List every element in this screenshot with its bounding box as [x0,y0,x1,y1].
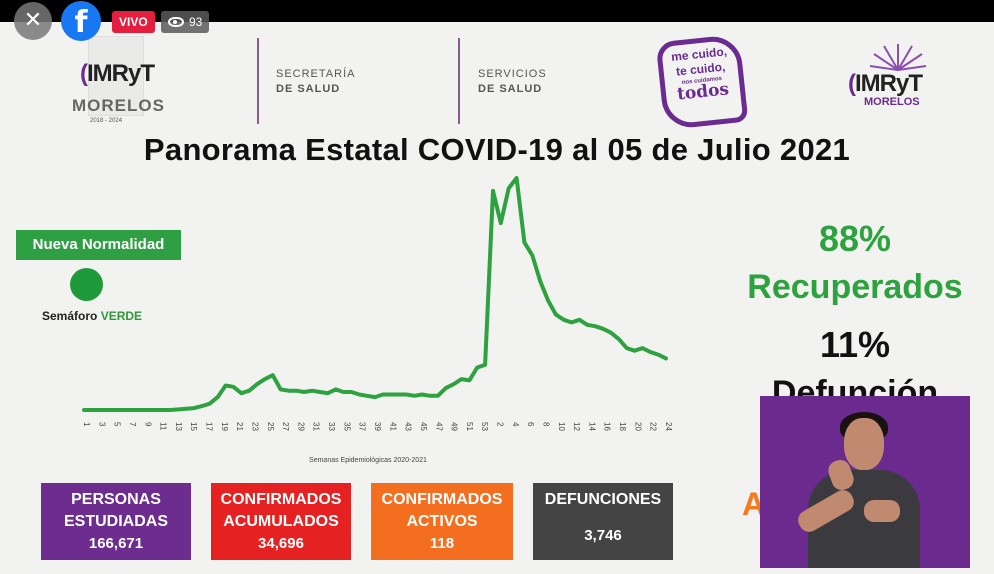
recuperados-label: Recuperados [747,268,963,306]
x-tick-label: 3 [97,422,106,427]
cases-series-line [82,176,668,412]
imryt-logo-left: (IMRyT [80,60,155,87]
x-tick-label: 19 [220,422,229,431]
imryt-logo-right: (IMRyT [848,70,923,97]
defunciones-box: DEFUNCIONES 3,746 [533,483,673,560]
x-tick-label: 41 [388,422,397,431]
semaforo-light-icon [70,268,103,301]
x-tick-label: 6 [526,422,535,427]
facebook-icon[interactable]: f [61,1,101,41]
x-tick-label: 24 [664,422,673,431]
logo-left-years: 2018 - 2024 [90,118,123,124]
live-stream-bar [0,0,994,22]
x-tick-label: 9 [143,422,152,427]
sign-language-interpreter-video [760,396,970,568]
confirmados-activos-box: CONFIRMADOS ACTIVOS 118 [371,483,513,560]
secretaria-salud-logo: SECRETARÍA DE SALUD [276,68,356,95]
x-tick-label: 53 [480,422,489,431]
x-tick-label: 43 [404,422,413,431]
confirmados-acumulados-box: CONFIRMADOS ACUMULADOS 34,696 [211,483,351,560]
morelos-logo-left-text: MORELOS [72,96,165,115]
x-tick-label: 29 [296,422,305,431]
recuperados-percent: 88% [818,218,892,259]
defuncion-percent: 11% [819,324,891,365]
x-tick-label: 13 [174,422,183,431]
interpreter-head [844,418,884,470]
header-divider [458,38,460,124]
defuncion-label: Defunción [771,374,939,396]
viewer-count: 93 [189,15,203,29]
x-tick-label: 22 [649,422,658,431]
page-title: Panorama Estatal COVID-19 al 05 de Julio… [143,132,851,167]
x-tick-label: 14 [587,422,596,431]
x-tick-label: 37 [358,422,367,431]
x-tick-label: 10 [557,422,566,431]
flower-logo-icon [869,44,927,71]
x-tick-label: 49 [450,422,459,431]
x-tick-label: 2 [496,422,505,427]
cases-line-chart: 1 3 5 7 9 11 13 15 17 19 21 23 25 27 29 31 33 35 37 39 41 43 4… [82,176,673,464]
x-tick-label: 8 [542,422,551,427]
semaforo-label: Semáforo VERDE [42,309,143,323]
x-tick-label: 18 [618,422,627,431]
phase-badge: Nueva Normalidad [16,230,181,260]
x-tick-label: 33 [327,422,336,431]
x-tick-label: 23 [251,422,260,431]
interpreter-hand [864,500,900,522]
x-tick-label: 7 [128,422,137,427]
x-tick-label: 20 [633,422,642,431]
x-tick-label: 17 [205,422,214,431]
x-tick-label: 25 [266,422,275,431]
x-tick-label: 47 [434,422,443,431]
partial-hidden-stat: A [742,486,766,522]
x-tick-label: 16 [603,422,612,431]
x-axis-label: Semanas Epidemiológicas 2020-2021 [309,457,427,464]
personas-estudiadas-box: PERSONAS ESTUDIADAS 166,671 [41,483,191,560]
header-divider [257,38,259,124]
x-tick-label: 27 [281,422,290,431]
x-tick-label: 39 [373,422,382,431]
eye-icon [168,17,184,27]
x-tick-label: 35 [342,422,351,431]
x-tick-label: 1 [82,422,91,427]
x-tick-label: 12 [572,422,581,431]
x-tick-label: 31 [312,422,321,431]
x-tick-label: 45 [419,422,428,431]
x-tick-label: 4 [511,422,520,427]
state-seal-image [88,36,144,116]
x-tick-label: 5 [113,422,122,427]
x-tick-label: 51 [465,422,474,431]
x-tick-label: 15 [189,422,198,431]
campaign-logo: me cuido, te cuido, nos cuidamos todos [655,33,749,131]
close-button[interactable]: ✕ [14,2,52,40]
morelos-logo-right-text: MORELOS [864,96,920,108]
x-tick-label: 21 [235,422,244,431]
x-tick-label: 11 [159,422,168,431]
viewer-count-badge: 93 [161,11,210,33]
servicios-salud-logo: SERVICIOS DE SALUD [478,68,547,95]
live-badge: VIVO [112,11,155,33]
